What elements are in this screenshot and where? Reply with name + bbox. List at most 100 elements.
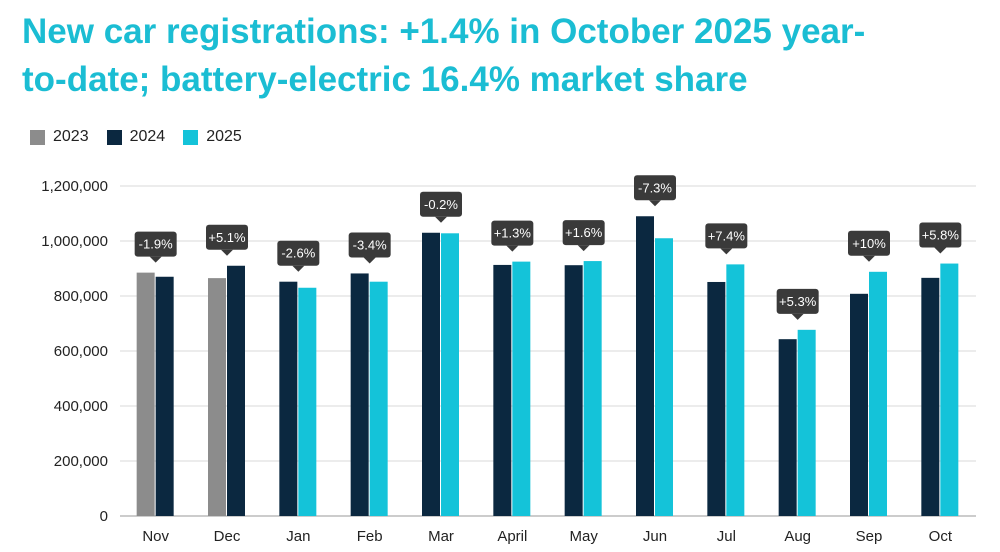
bar-2024-sep (850, 293, 868, 516)
x-tick-label-dec: Dec (214, 528, 241, 545)
bar-2023-nov (136, 272, 155, 516)
legend-swatch-2024 (106, 129, 122, 145)
annotation-box (705, 223, 748, 249)
y-tick-label: 1,000,000 (41, 233, 108, 250)
bar-2025-may (583, 261, 602, 516)
annotation-may: +1.6% (562, 220, 605, 252)
bar-2024-oct (921, 277, 940, 516)
annotation-box (848, 230, 890, 256)
annotation-april: +1.3% (491, 220, 534, 252)
annotation-box (634, 175, 676, 201)
annotation-box (134, 231, 177, 257)
bar-2025-aug (797, 329, 816, 516)
annotation-dec: +5.1% (206, 224, 248, 256)
x-tick-label-oct: Oct (929, 528, 953, 545)
y-tick-label: 400,000 (54, 398, 108, 415)
legend-swatch-2023 (30, 129, 45, 145)
annotation-label: +5.8% (922, 228, 960, 243)
chart-legend: 2023 2024 2025 (30, 128, 242, 146)
annotation-pointer (506, 245, 519, 252)
y-tick-label: 600,000 (54, 343, 108, 360)
annotation-label: -7.3% (638, 180, 672, 195)
chart-title: New car registrations: +1.4% in October … (22, 8, 982, 104)
annotation-box (776, 288, 819, 314)
y-tick-label: 1,200,000 (41, 178, 108, 195)
bar-2024-dec (227, 265, 245, 516)
annotation-label: +5.1% (208, 230, 246, 245)
bar-2025-mar (441, 233, 459, 517)
legend-label-2025: 2025 (206, 128, 242, 145)
annotation-pointer (863, 255, 875, 262)
annotation-aug: +5.3% (776, 288, 819, 320)
annotation-feb: -3.4% (348, 232, 391, 264)
chart-title-line-1: New car registrations: +1.4% in October … (22, 12, 866, 51)
bar-2024-mar (422, 232, 440, 516)
legend-item-2025: 2025 (183, 128, 242, 146)
x-tick-label-april: April (497, 528, 527, 545)
chart-title-line-2: to-date; battery-electric 16.4% market s… (22, 60, 748, 99)
annotation-label: +7.4% (708, 228, 746, 243)
annotation-mar: -0.2% (420, 191, 462, 223)
y-tick-label: 200,000 (54, 453, 108, 470)
annotation-box (348, 232, 391, 258)
legend-label-2023: 2023 (53, 128, 89, 145)
annotation-sep: +10% (848, 230, 890, 262)
y-tick-label: 0 (100, 508, 108, 525)
annotation-label: +1.6% (565, 225, 603, 240)
x-tick-label-aug: Aug (784, 528, 811, 545)
legend-swatch-2025 (183, 129, 199, 145)
legend-item-2024: 2024 (106, 128, 166, 146)
grid-lines (120, 185, 976, 517)
x-tick-label-jun: Jun (643, 528, 667, 545)
x-tick-label-mar: Mar (428, 528, 454, 545)
bar-2023-dec (208, 278, 226, 516)
annotation-label: +5.3% (779, 294, 817, 309)
annotation-label: -3.4% (353, 237, 387, 252)
y-axis-ticks: 0 200,000 400,000 600,000 800,000 1,000,000 1,… (41, 178, 108, 525)
annotation-pointer (149, 256, 162, 263)
annotation-oct: +5.8% (919, 222, 962, 254)
annotation-label: +1.3% (494, 226, 532, 241)
annotation-pointer (649, 200, 661, 207)
annotation-box (562, 220, 605, 246)
annotation-pointer (292, 265, 305, 272)
annotation-box (277, 240, 320, 266)
bar-2025-april (512, 261, 531, 516)
annotation-box (206, 224, 248, 250)
bar-2025-oct (940, 263, 959, 516)
annotation-label: +10% (852, 236, 886, 251)
annotation-label: -2.6% (281, 246, 315, 261)
annotation-box (420, 191, 462, 217)
bar-2024-jul (707, 281, 726, 516)
x-tick-label-nov: Nov (142, 528, 169, 545)
annotation-pointer (435, 216, 447, 223)
annotation-box (491, 220, 534, 246)
annotations: -1.9% +5.1% -2.6% -3.4% -0.2% +1.3% +1.6% -7.3%… (134, 175, 962, 320)
x-tick-label-may: May (569, 528, 598, 545)
x-tick-label-sep: Sep (856, 528, 883, 545)
bar-2025-feb (369, 281, 388, 516)
bar-2024-may (564, 265, 583, 516)
x-tick-label-feb: Feb (357, 528, 383, 545)
annotation-label: -1.9% (139, 237, 173, 252)
bar-2025-jan (298, 287, 317, 516)
bar-2024-feb (350, 273, 369, 516)
bar-2025-jun (655, 238, 673, 516)
y-tick-label: 800,000 (54, 288, 108, 305)
bar-2024-aug (778, 339, 797, 516)
bar-2025-sep (869, 271, 887, 516)
annotation-pointer (221, 249, 233, 256)
annotation-pointer (363, 257, 376, 264)
annotation-jun: -7.3% (634, 175, 676, 207)
x-tick-label-jan: Jan (286, 528, 310, 545)
bar-2025-jul (726, 264, 745, 516)
bar-2024-april (493, 264, 512, 516)
annotation-pointer (577, 245, 590, 252)
annotation-label: -0.2% (424, 197, 458, 212)
annotation-box (919, 222, 962, 248)
legend-label-2024: 2024 (129, 128, 166, 145)
bars (136, 216, 959, 517)
annotation-jan: -2.6% (277, 240, 320, 272)
annotation-pointer (934, 247, 947, 254)
